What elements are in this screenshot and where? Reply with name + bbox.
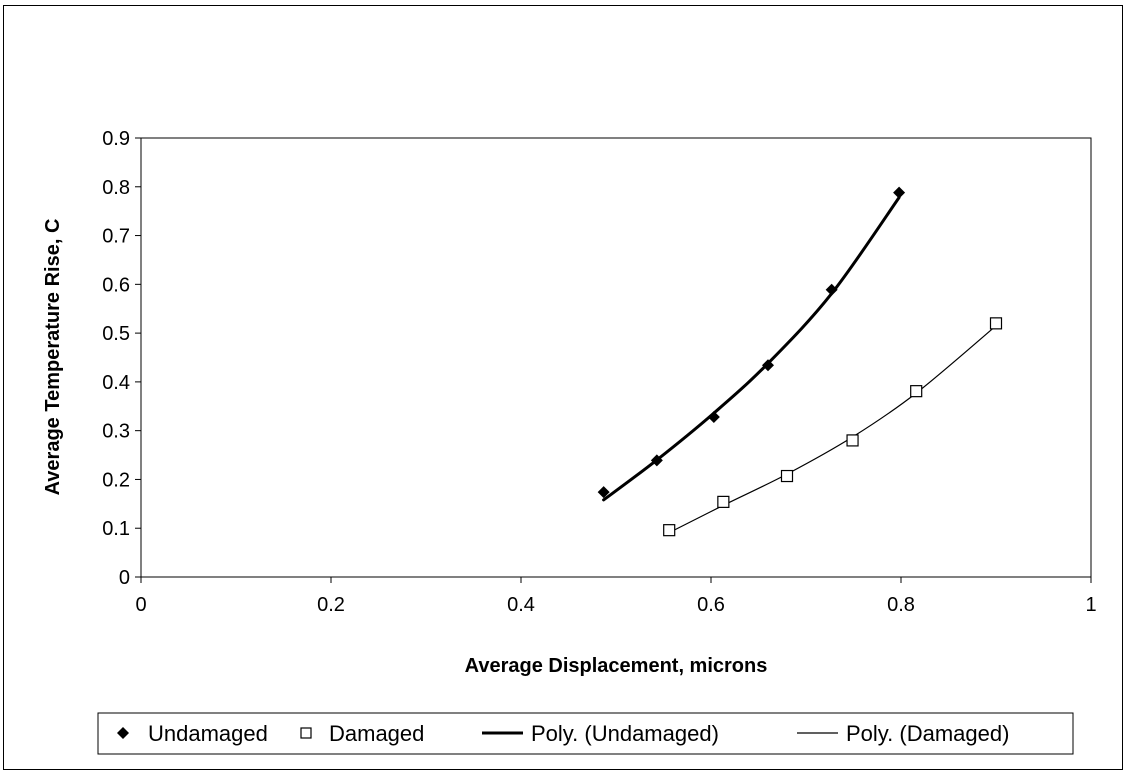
data-point-damaged [846, 434, 859, 447]
legend-box [97, 712, 1074, 755]
data-point-damaged [717, 495, 730, 508]
y-tick-label: 0.4 [102, 372, 130, 394]
x-tick-label: 0.6 [697, 594, 725, 616]
y-tick-label: 0.1 [102, 518, 130, 540]
data-point-damaged [989, 317, 1003, 330]
x-tick-label: 0.2 [317, 594, 345, 616]
legend-marker-undamaged [117, 727, 129, 739]
x-tick-label: 0 [135, 594, 146, 616]
x-axis-title: Average Displacement, microns [465, 655, 768, 677]
legend-marker-damaged [300, 727, 312, 739]
legend-label-poly-undamaged: Poly. (Undamaged) [531, 721, 719, 746]
legend-label-damaged: Damaged [329, 721, 424, 746]
data-point-damaged [780, 469, 794, 483]
y-tick-label: 0 [119, 567, 130, 589]
data-point-damaged [663, 524, 676, 537]
plot-area-border [140, 137, 1092, 578]
data-point-undamaged [597, 486, 610, 499]
legend: Undamaged Damaged Poly. (Undamaged) Poly… [97, 712, 1074, 755]
chart-frame [3, 5, 1123, 770]
data-point-undamaged [762, 359, 774, 372]
legend-label-poly-damaged: Poly. (Damaged) [846, 721, 1009, 746]
y-axis-title: Average Temperature Rise, C [42, 219, 64, 496]
y-tick-label: 0.6 [102, 274, 130, 296]
y-tick-label: 0.7 [102, 226, 130, 248]
y-tick-label: 0.9 [102, 128, 130, 150]
data-point-undamaged [650, 454, 663, 467]
y-tick-label: 0.8 [102, 177, 130, 199]
y-tick-label: 0.3 [102, 421, 130, 443]
y-tick-label: 0.5 [102, 323, 130, 345]
y-tick-label: 0.2 [102, 469, 130, 491]
trendline-undamaged [602, 196, 901, 502]
x-tick-label: 1 [1085, 594, 1096, 616]
data-point-undamaged [893, 186, 906, 199]
x-tick-label: 0.4 [507, 594, 535, 616]
data-point-undamaged [707, 411, 720, 424]
markers [597, 186, 1003, 537]
axes: 0 0.1 0.2 0.3 0.4 0.5 0.6 0.7 0.8 0.9 0 0.2 0.4 0.6 0.… [102, 128, 1096, 616]
trendlines [602, 196, 997, 534]
data-point-undamaged [825, 283, 838, 296]
legend-label-undamaged: Undamaged [148, 721, 268, 746]
x-tick-label: 0.8 [887, 594, 915, 616]
data-point-damaged [910, 385, 923, 398]
